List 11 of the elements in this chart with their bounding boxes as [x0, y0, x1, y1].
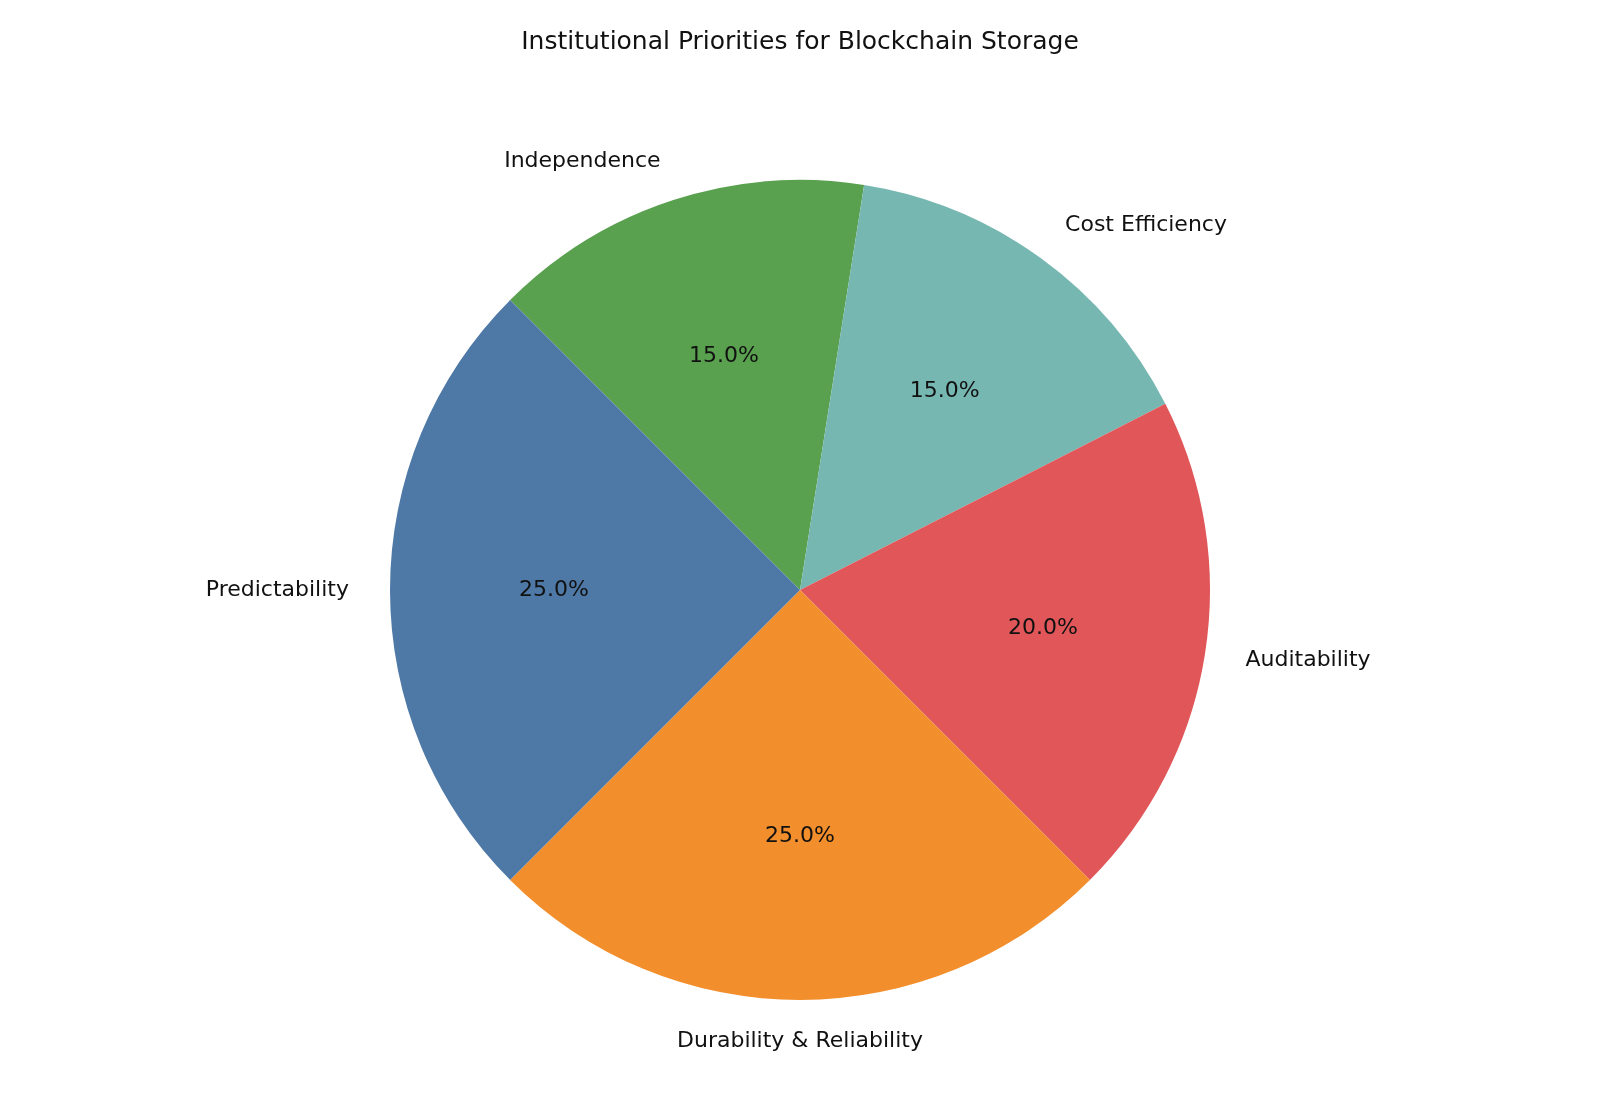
- slice-label: Durability & Reliability: [677, 1026, 923, 1052]
- slice-label: Predictability: [205, 575, 349, 601]
- slice-label: Auditability: [1245, 646, 1371, 672]
- chart-title: Institutional Priorities for Blockchain Storage: [520, 26, 1080, 55]
- data-label: 20.0%: [1008, 614, 1078, 640]
- data-label: 25.0%: [519, 575, 589, 601]
- slice-label: Independence: [504, 146, 661, 172]
- data-label: 25.0%: [765, 821, 835, 847]
- slice-label: Cost Efficiency: [1065, 210, 1227, 236]
- data-label: 15.0%: [689, 341, 759, 367]
- data-label: 15.0%: [909, 376, 980, 402]
